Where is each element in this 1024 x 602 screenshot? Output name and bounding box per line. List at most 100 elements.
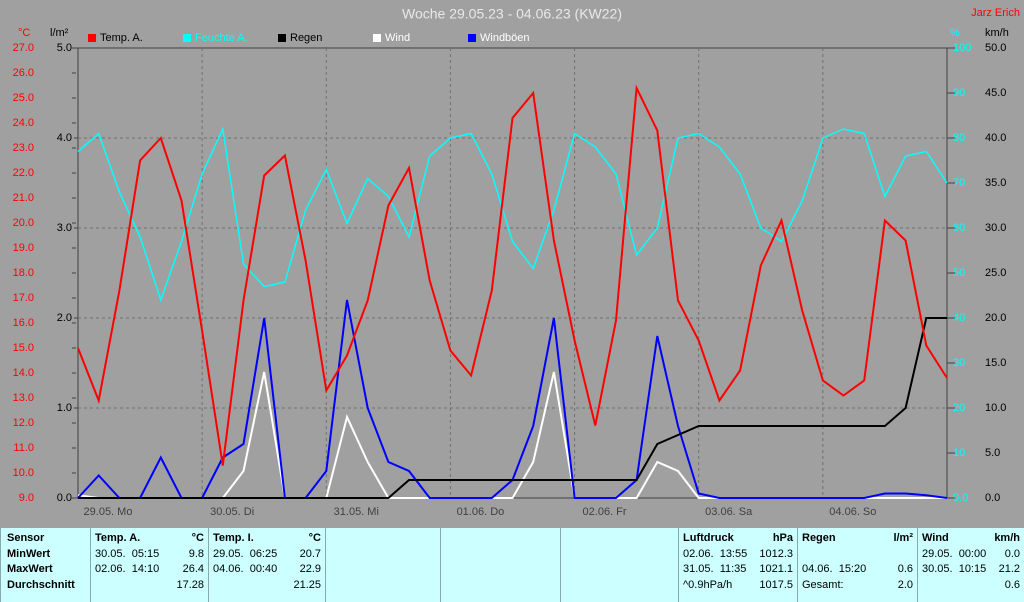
y-tick-label: 23.0 — [13, 142, 34, 154]
author: Jarz Erich — [971, 7, 1020, 19]
cell-value: 20.7 — [299, 548, 321, 560]
x-tick-label: 01.06. Do — [457, 506, 505, 518]
y-tick-label: 14.0 — [13, 367, 34, 379]
y2-tick-label: 0.0 — [57, 492, 72, 504]
column-title: Regen — [802, 532, 836, 544]
cell-value: 2.0 — [897, 579, 913, 591]
legend-label: Feuchte A. — [195, 32, 248, 44]
cell-label: ^0.9hPa/h — [683, 579, 733, 591]
table-column: Temp. I. °C 29.05. 06:25 20.7 04.06. 00:40 22… — [208, 528, 325, 602]
y4-tick-label: 50.0 — [985, 42, 1006, 54]
cell-label: 02.06. 14:10 — [95, 563, 160, 575]
y4-tick-label: 35.0 — [985, 177, 1006, 189]
cell-value: 22.9 — [299, 563, 321, 575]
cell-value: 1017.5 — [759, 579, 793, 591]
y-tick-label: 12.0 — [13, 417, 34, 429]
y3-tick-label: 90 — [953, 87, 965, 99]
column-title: Wind — [922, 532, 949, 544]
table-column: Luftdruck hPa 02.06. 13:55 1012.3 31.05. 11:… — [678, 528, 797, 602]
x-tick-label: 31.05. Mi — [334, 506, 379, 518]
y-tick-label: 22.0 — [13, 167, 34, 179]
y4-tick-label: 15.0 — [985, 357, 1006, 369]
x-tick-label: 30.05. Di — [210, 506, 254, 518]
column-unit: hPa — [772, 532, 793, 544]
y2-tick-label: 1.0 — [57, 402, 72, 414]
row-label: MinWert — [7, 548, 51, 560]
legend-swatch — [88, 34, 96, 42]
cell-label: 30.05. 05:15 — [95, 548, 160, 560]
y-tick-label: 26.0 — [13, 67, 34, 79]
y4-tick-label: 25.0 — [985, 267, 1006, 279]
y3-tick-label: 60 — [953, 222, 965, 234]
x-tick-label: 29.05. Mo — [84, 506, 133, 518]
y-tick-label: 11.0 — [13, 442, 34, 454]
x-tick-label: 02.06. Fr — [583, 506, 627, 518]
cell-value: 0.0 — [1004, 548, 1020, 560]
y-tick-label: 25.0 — [13, 92, 34, 104]
y-tick-label: 9.0 — [19, 492, 34, 504]
cell-label: 29.05. 00:00 — [922, 548, 987, 560]
legend-swatch — [373, 34, 381, 42]
y4-tick-label: 20.0 — [985, 312, 1006, 324]
cell-label: 02.06. 13:55 — [683, 548, 748, 560]
y3-tick-label: 70 — [953, 177, 965, 189]
column-unit: °C — [191, 532, 204, 544]
y4-tick-label: 40.0 — [985, 132, 1006, 144]
cell-label: 31.05. 11:35 — [683, 563, 747, 575]
empty-column — [560, 528, 678, 602]
series-line — [77, 84, 948, 466]
cell-value: 9.8 — [188, 548, 204, 560]
cell-label: 04.06. 15:20 — [802, 563, 867, 575]
y3-tick-label: 50 — [953, 267, 965, 279]
cell-value: 26.4 — [182, 563, 204, 575]
cell-value: 1021.1 — [759, 563, 793, 575]
y-axis-label: °C — [18, 27, 30, 39]
row-label: Durchschnitt — [7, 579, 75, 591]
cell-value: 0.6 — [897, 563, 913, 575]
y3-axis-label: % — [950, 27, 960, 39]
y2-axis-label: l/m² — [50, 27, 69, 39]
table-column: Wind km/h 29.05. 00:00 0.0 30.05. 10:15 21.2 0… — [917, 528, 1024, 602]
table-column: Temp. A. °C 30.05. 05:15 9.8 02.06. 14:10 26.… — [90, 528, 208, 602]
column-title: Temp. I. — [213, 532, 254, 544]
column-unit: km/h — [994, 532, 1020, 544]
row-label: Sensor — [7, 532, 45, 544]
empty-column — [325, 528, 440, 602]
legend-label: Windböen — [480, 32, 530, 44]
empty-column — [440, 528, 560, 602]
y2-tick-label: 2.0 — [57, 312, 72, 324]
cell-value: 1012.3 — [759, 548, 793, 560]
column-unit: °C — [308, 532, 321, 544]
legend-swatch — [278, 34, 286, 42]
cell-label: 04.06. 00:40 — [213, 563, 278, 575]
y-tick-label: 17.0 — [13, 292, 34, 304]
y2-tick-label: 5.0 — [57, 42, 72, 54]
legend-label: Wind — [385, 32, 410, 44]
y-tick-label: 18.0 — [13, 267, 34, 279]
y3-tick-label: 20 — [953, 402, 965, 414]
series-line — [78, 317, 947, 499]
y4-tick-label: 10.0 — [985, 402, 1006, 414]
y-tick-label: 16.0 — [13, 317, 34, 329]
legend-label: Regen — [290, 32, 322, 44]
table-column: Sensor MinWert MaxWert Durchschnitt — [0, 528, 90, 602]
y3-tick-label: 10 — [953, 447, 965, 459]
y3-tick-label: 0.0 — [953, 492, 968, 504]
y-tick-label: 24.0 — [13, 117, 34, 129]
y-tick-label: 19.0 — [13, 242, 34, 254]
cell-label: 29.05. 06:25 — [213, 548, 278, 560]
y-tick-label: 10.0 — [13, 467, 34, 479]
y3-tick-label: 100 — [953, 42, 971, 54]
cell-value: 17.28 — [176, 579, 204, 591]
row-label: MaxWert — [7, 563, 53, 575]
table-column: Regen l/m² 04.06. 15:20 0.6 Gesamt: 2.0 — [797, 528, 917, 602]
legend-swatch — [183, 34, 191, 42]
summary-table: Sensor MinWert MaxWert Durchschnitt Temp. A.… — [0, 528, 1024, 602]
cell-label: 30.05. 10:15 — [922, 563, 987, 575]
y-tick-label: 15.0 — [13, 342, 34, 354]
y4-tick-label: 5.0 — [985, 447, 1000, 459]
x-tick-label: 03.06. Sa — [705, 506, 753, 518]
legend-label: Temp. A. — [100, 32, 143, 44]
y2-tick-label: 4.0 — [57, 132, 72, 144]
